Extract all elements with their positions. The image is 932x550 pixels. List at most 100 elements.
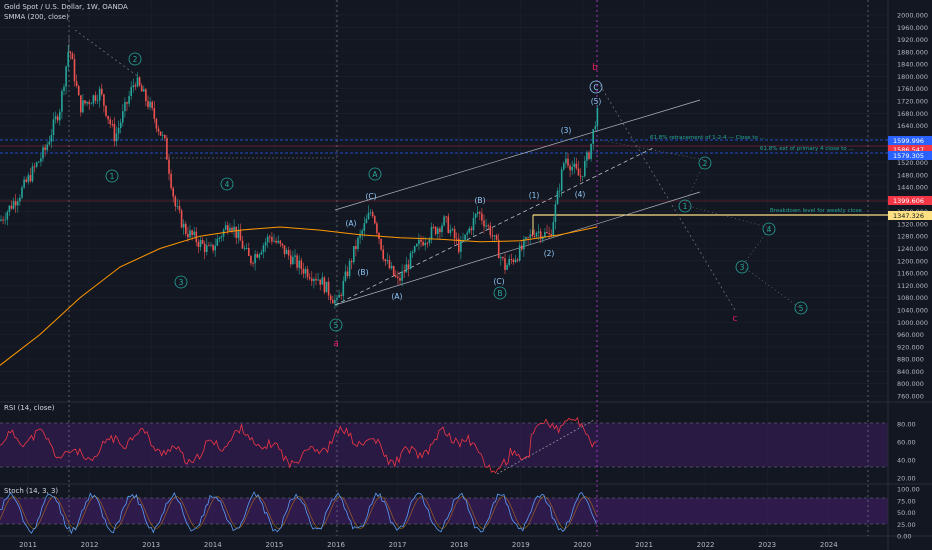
time-tick: 2022: [697, 541, 715, 549]
candle: [336, 295, 338, 307]
candle: [92, 94, 95, 107]
stoch-axis[interactable]: 100.00 75.00 50.00 25.00 0.00: [897, 486, 920, 541]
candle: [588, 150, 590, 161]
time-tick: 2020: [573, 541, 591, 549]
candle: [19, 194, 21, 206]
candle: [172, 186, 174, 203]
candle: [153, 101, 156, 124]
candle: [422, 236, 424, 247]
candle: [283, 245, 286, 258]
candle: [437, 226, 439, 239]
candle: [321, 272, 324, 285]
candle: [340, 292, 342, 300]
smma-legend[interactable]: SMMA (200, close): [4, 13, 69, 21]
candle: [12, 197, 15, 210]
candle: [346, 266, 349, 279]
candle: [14, 194, 17, 213]
price-tick: 880.000: [897, 356, 924, 364]
candle: [59, 108, 61, 126]
candle: [220, 234, 223, 242]
candle: [539, 228, 542, 244]
rsi-axis[interactable]: 80.00 60.00 40.00 20.00: [897, 421, 916, 483]
candle: [250, 254, 252, 266]
wave-label-A: A: [368, 167, 382, 181]
wave-label-pA2: (A): [392, 292, 403, 301]
candle: [294, 249, 296, 265]
candle: [449, 224, 452, 237]
candle: [233, 219, 235, 238]
candle: [359, 229, 361, 245]
candle: [586, 150, 588, 168]
candle: [344, 264, 347, 283]
candle: [157, 125, 160, 136]
candle: [529, 228, 531, 245]
wave-label-f1: 1: [678, 199, 692, 213]
rsi-legend[interactable]: RSI (14, close): [4, 404, 55, 412]
candle: [487, 223, 489, 230]
time-axis[interactable]: 2011 2012 2013 2014 2015 2016 2017 2018 2019 2020…: [19, 541, 838, 549]
candle: [298, 255, 300, 275]
badge-1586: 1586.547: [893, 146, 924, 154]
wave-label-pA1: (A): [346, 219, 357, 228]
candle: [409, 250, 412, 270]
stoch-legend[interactable]: Stoch (14, 3, 3): [4, 487, 59, 495]
price-tick: 920.000: [897, 343, 924, 351]
time-tick: 2012: [81, 541, 99, 549]
candle: [203, 240, 206, 260]
candle: [222, 228, 225, 242]
candle: [31, 162, 34, 183]
candle: [23, 176, 25, 190]
candle: [10, 200, 13, 210]
candle: [521, 239, 523, 252]
candle: [111, 119, 114, 128]
candle: [237, 224, 240, 244]
candle: [113, 117, 116, 147]
candle: [403, 264, 405, 279]
wave-label-c: c: [733, 314, 738, 324]
svg-text:4: 4: [225, 180, 230, 189]
candle: [489, 221, 492, 239]
candle: [458, 233, 460, 254]
candle: [199, 236, 202, 251]
svg-text:3: 3: [740, 263, 745, 272]
svg-text:2: 2: [133, 55, 138, 64]
candle: [40, 153, 42, 167]
candle: [109, 116, 111, 129]
candle: [512, 258, 515, 265]
candle: [262, 243, 265, 259]
candle: [6, 209, 9, 226]
candle: [38, 160, 40, 163]
candle: [365, 214, 368, 224]
candle: [151, 100, 153, 111]
candle: [161, 131, 164, 140]
candle: [260, 249, 263, 256]
candle: [254, 250, 256, 271]
time-tick: 2023: [758, 541, 776, 549]
candle: [567, 152, 569, 169]
price-tick: 1920.000: [897, 36, 928, 44]
candle: [54, 111, 57, 124]
price-tick: 1800.000: [897, 73, 928, 81]
time-tick: 2016: [327, 541, 345, 549]
candle: [210, 242, 212, 248]
candle: [80, 95, 82, 117]
chart-title[interactable]: Gold Spot / U.S. Dollar, 1W, OANDA: [4, 3, 128, 11]
candle: [334, 294, 336, 309]
time-tick: 2017: [389, 541, 407, 549]
badge-1579: 1579.305: [893, 152, 924, 160]
candle: [371, 209, 374, 219]
candle: [430, 222, 433, 244]
candle: [264, 238, 267, 253]
candle: [527, 236, 529, 245]
wave-labels-blue-circle: C: [589, 80, 603, 94]
candle: [147, 95, 149, 110]
candle: [399, 273, 401, 286]
candle: [17, 198, 19, 213]
candle: [208, 241, 210, 247]
fib-annotation-b: 61.8% ext of primary 4 close to ...: [760, 146, 854, 152]
candle: [258, 253, 261, 261]
candle: [405, 256, 408, 273]
candle: [485, 219, 487, 230]
candle: [531, 230, 534, 238]
